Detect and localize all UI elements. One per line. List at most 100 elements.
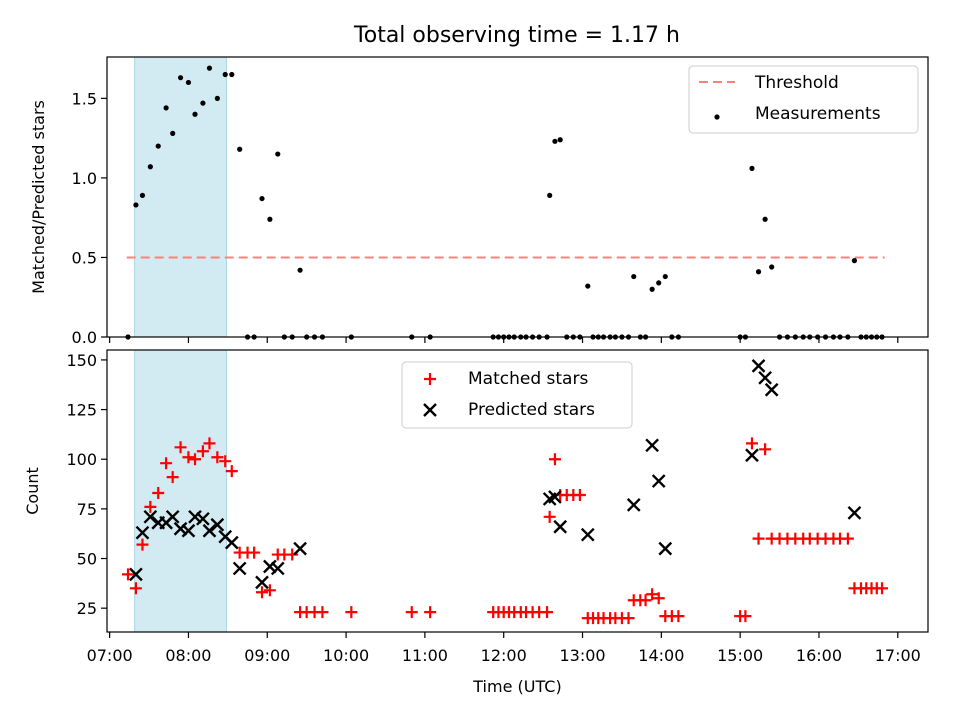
matched-point	[841, 532, 854, 545]
predicted-point	[764, 382, 779, 397]
measurement-point	[214, 95, 220, 101]
x-tick-label: 16:00	[796, 646, 842, 665]
matched-point	[196, 445, 209, 458]
y-tick-label: 25	[77, 599, 97, 618]
predicted-point	[580, 527, 595, 542]
matched-point	[166, 471, 179, 484]
predicted-point	[745, 448, 759, 463]
predicted-point	[210, 517, 225, 532]
matched-point	[182, 451, 195, 464]
measurement-point	[656, 280, 662, 286]
x-tick-label: 10:00	[323, 646, 369, 665]
measurement-point	[237, 146, 243, 152]
matched-point	[248, 546, 261, 559]
predicted-point	[847, 505, 862, 520]
matched-point	[129, 582, 142, 595]
matched-point	[345, 606, 358, 619]
matched-point	[424, 606, 437, 619]
measurement-point	[557, 137, 563, 143]
matched-point	[174, 441, 187, 454]
ratio-plot: 0.0 0.5 1.0 1.5 Matched/Predicted stars Thres…	[29, 56, 929, 347]
measurement-point	[192, 111, 198, 117]
predicted-point	[135, 525, 150, 540]
matched-point	[219, 455, 232, 468]
matched-point	[405, 606, 418, 619]
matched-point	[263, 584, 276, 597]
observing-window-shade	[134, 57, 227, 337]
legend-label: Threshold	[754, 73, 839, 93]
matched-point	[160, 457, 173, 470]
legend-box	[688, 65, 919, 134]
matched-point	[122, 568, 135, 581]
measurement-point	[155, 143, 161, 149]
predicted-point	[553, 519, 568, 534]
y-tick-label: 0.5	[72, 248, 97, 267]
legend-box	[401, 361, 633, 429]
y-tick-label: 50	[77, 550, 97, 569]
measurement-point	[139, 192, 146, 199]
predicted-point	[293, 541, 307, 556]
measurement-point	[749, 165, 755, 171]
predicted-point	[751, 359, 766, 373]
y-tick-label: 75	[77, 500, 97, 519]
measurement-point	[851, 258, 858, 264]
matched-point	[639, 594, 652, 607]
measurement-point	[762, 216, 768, 222]
matched-point	[652, 592, 665, 605]
legend-label: Measurements	[755, 104, 881, 124]
predicted-point	[224, 535, 239, 550]
y-tick-label: 1.5	[72, 89, 97, 108]
measurement-point	[662, 273, 668, 280]
matched-point	[573, 488, 586, 501]
predicted-point	[196, 511, 210, 526]
predicted-point	[181, 523, 196, 538]
measurement-point	[229, 71, 235, 78]
matched-point	[144, 500, 157, 513]
y-tick-label: 150	[66, 351, 97, 370]
matched-point	[739, 610, 752, 623]
measurement-point	[147, 164, 153, 170]
matched-point	[225, 465, 238, 478]
matched-point	[646, 588, 659, 601]
matched-point	[543, 510, 556, 523]
matched-point	[136, 538, 149, 551]
x-tick-label: 14:00	[638, 646, 684, 665]
measurement-point	[267, 216, 273, 222]
predicted-point	[188, 509, 202, 524]
predicted-point	[255, 575, 269, 590]
matched-point	[672, 610, 685, 623]
legend-predicted-swatch	[423, 403, 437, 417]
predicted-point	[232, 561, 247, 576]
measurement-point	[552, 138, 558, 144]
matched-point	[759, 443, 772, 456]
x-tick-label: 17:00	[875, 646, 921, 665]
matched-point	[316, 606, 329, 619]
x-tick-label: 09:00	[244, 646, 290, 665]
figure-title: Total observing time = 1.17 h	[353, 23, 680, 48]
predicted-point	[129, 567, 143, 582]
matched-point	[211, 451, 224, 464]
measurement-point	[206, 65, 213, 71]
predicted-point	[651, 474, 666, 488]
x-tick-label: 13:00	[559, 646, 605, 665]
matched-point	[152, 486, 165, 499]
y-tick-label: 125	[66, 401, 97, 420]
measurement-point	[222, 71, 228, 78]
matched-point	[548, 453, 561, 466]
measurement-point	[163, 105, 169, 111]
measurement-point	[769, 264, 775, 270]
predicted-point	[548, 490, 562, 504]
matched-point	[745, 437, 758, 450]
matched-point	[541, 606, 554, 619]
y-axis-label: Matched/Predicted stars	[29, 100, 48, 294]
measurement-point	[177, 75, 184, 81]
matched-point	[286, 548, 299, 561]
predicted-point	[173, 521, 188, 536]
measurement-point	[185, 79, 192, 86]
x-tick-label: 07:00	[87, 646, 133, 665]
matched-point	[876, 582, 889, 595]
y-tick-label: 100	[66, 450, 97, 469]
legend-label: Matched stars	[468, 369, 588, 389]
predicted-point	[202, 523, 217, 538]
x-tick-label: 12:00	[481, 646, 527, 665]
